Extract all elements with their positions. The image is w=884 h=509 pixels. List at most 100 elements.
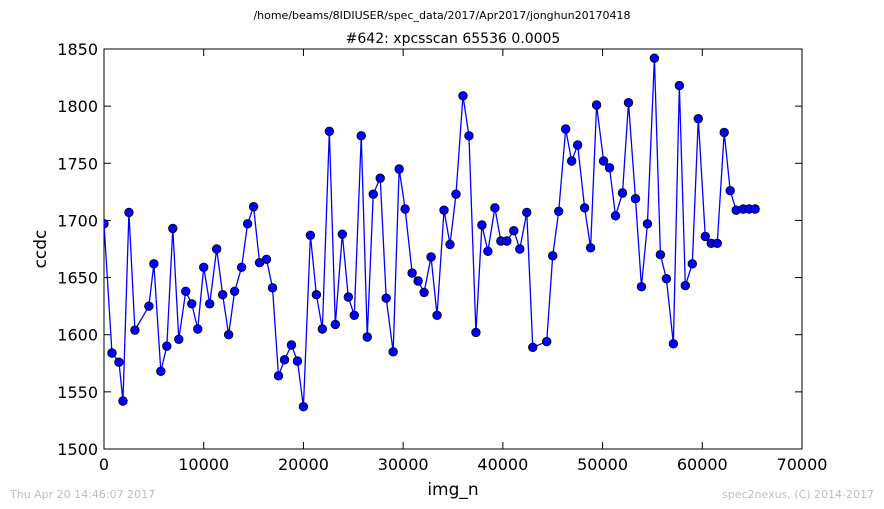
data-point xyxy=(542,336,552,347)
series-line xyxy=(104,58,756,407)
data-point xyxy=(193,324,203,334)
x-tick-label: 10000 xyxy=(178,455,229,474)
data-point xyxy=(187,299,197,309)
data-point xyxy=(229,286,240,296)
data-point xyxy=(426,252,436,262)
data-point xyxy=(217,290,228,300)
y-tick-label: 1500 xyxy=(57,440,98,459)
data-point xyxy=(548,251,558,261)
data-point xyxy=(311,290,322,300)
data-point xyxy=(174,334,184,344)
data-point xyxy=(700,231,710,242)
plot-frame xyxy=(103,48,803,450)
data-series xyxy=(104,53,760,412)
data-point xyxy=(750,204,760,214)
data-point xyxy=(591,100,602,110)
data-point xyxy=(330,319,341,330)
y-axis: 1500 1550 1600 1650 1700 1750 1800 1850 xyxy=(57,40,802,459)
data-point xyxy=(413,276,423,286)
x-tick-label: 40000 xyxy=(477,455,528,474)
data-point xyxy=(362,332,372,342)
data-point xyxy=(598,156,609,166)
data-point xyxy=(687,259,698,269)
data-point xyxy=(725,186,735,196)
data-point xyxy=(522,207,532,218)
data-point xyxy=(477,220,487,230)
data-point xyxy=(623,98,634,108)
data-point xyxy=(490,203,500,213)
data-point xyxy=(144,301,154,311)
y-axis-label: ccdc xyxy=(31,230,51,269)
data-point xyxy=(162,341,172,351)
data-point xyxy=(407,268,417,278)
data-point xyxy=(130,325,140,335)
data-point xyxy=(107,348,117,358)
data-point xyxy=(181,286,191,296)
data-point xyxy=(394,164,404,174)
data-point xyxy=(668,339,679,349)
data-point xyxy=(655,250,666,260)
data-point xyxy=(400,204,410,214)
data-point xyxy=(528,342,538,352)
chart-title: #642: xpcsscan 65536 0.0005 xyxy=(346,31,561,47)
data-point xyxy=(642,219,653,229)
data-point xyxy=(439,205,449,215)
data-point xyxy=(630,194,641,204)
data-point xyxy=(261,254,272,264)
data-point xyxy=(471,327,481,338)
data-point xyxy=(553,206,564,216)
data-point xyxy=(343,292,354,302)
data-point xyxy=(585,243,596,253)
data-point xyxy=(445,239,455,250)
data-point xyxy=(572,140,583,150)
data-point xyxy=(610,211,621,221)
data-point xyxy=(509,226,519,236)
data-point xyxy=(279,355,290,365)
data-point xyxy=(223,330,234,340)
data-point xyxy=(204,299,215,309)
data-point xyxy=(305,230,316,240)
data-point xyxy=(349,310,359,320)
data-point xyxy=(273,371,284,381)
y-tick-label: 1700 xyxy=(57,211,98,230)
data-point xyxy=(617,188,628,198)
data-point xyxy=(267,283,278,293)
data-point xyxy=(566,156,577,166)
data-point xyxy=(680,280,691,291)
data-point xyxy=(604,163,615,173)
data-point xyxy=(579,203,590,213)
data-point xyxy=(515,244,525,254)
y-tick-label: 1650 xyxy=(57,269,98,288)
x-tick-label: 50000 xyxy=(577,455,628,474)
data-point xyxy=(451,189,461,199)
data-point xyxy=(124,207,134,218)
data-point xyxy=(432,310,442,320)
data-point xyxy=(168,223,178,234)
plot-area xyxy=(103,48,803,450)
data-point xyxy=(211,244,222,254)
data-point xyxy=(292,356,303,366)
data-point xyxy=(236,262,247,272)
data-point xyxy=(114,357,124,367)
footer-credit: spec2nexus, (C) 2014-2017 xyxy=(722,488,874,501)
data-point xyxy=(649,53,660,63)
x-axis: 0 10000 20000 30000 40000 50000 60000 70000 xyxy=(99,49,827,474)
y-tick-label: 1850 xyxy=(57,40,98,59)
data-point xyxy=(483,246,493,256)
data-point xyxy=(636,282,647,292)
data-point xyxy=(199,262,209,272)
data-point xyxy=(693,114,703,124)
data-point xyxy=(337,229,348,239)
data-point xyxy=(712,238,722,248)
y-tick-label: 1800 xyxy=(57,97,98,116)
footer-timestamp: Thu Apr 20 14:46:07 2017 xyxy=(10,488,156,501)
data-point xyxy=(118,396,128,406)
data-point xyxy=(298,402,309,412)
file-path-suptitle: /home/beams/8IDIUSER/spec_data/2017/Apr2… xyxy=(253,9,631,22)
data-point xyxy=(324,126,335,136)
x-tick-label: 0 xyxy=(99,455,109,474)
data-point xyxy=(464,131,474,141)
data-point xyxy=(156,366,166,376)
data-point xyxy=(388,347,398,357)
